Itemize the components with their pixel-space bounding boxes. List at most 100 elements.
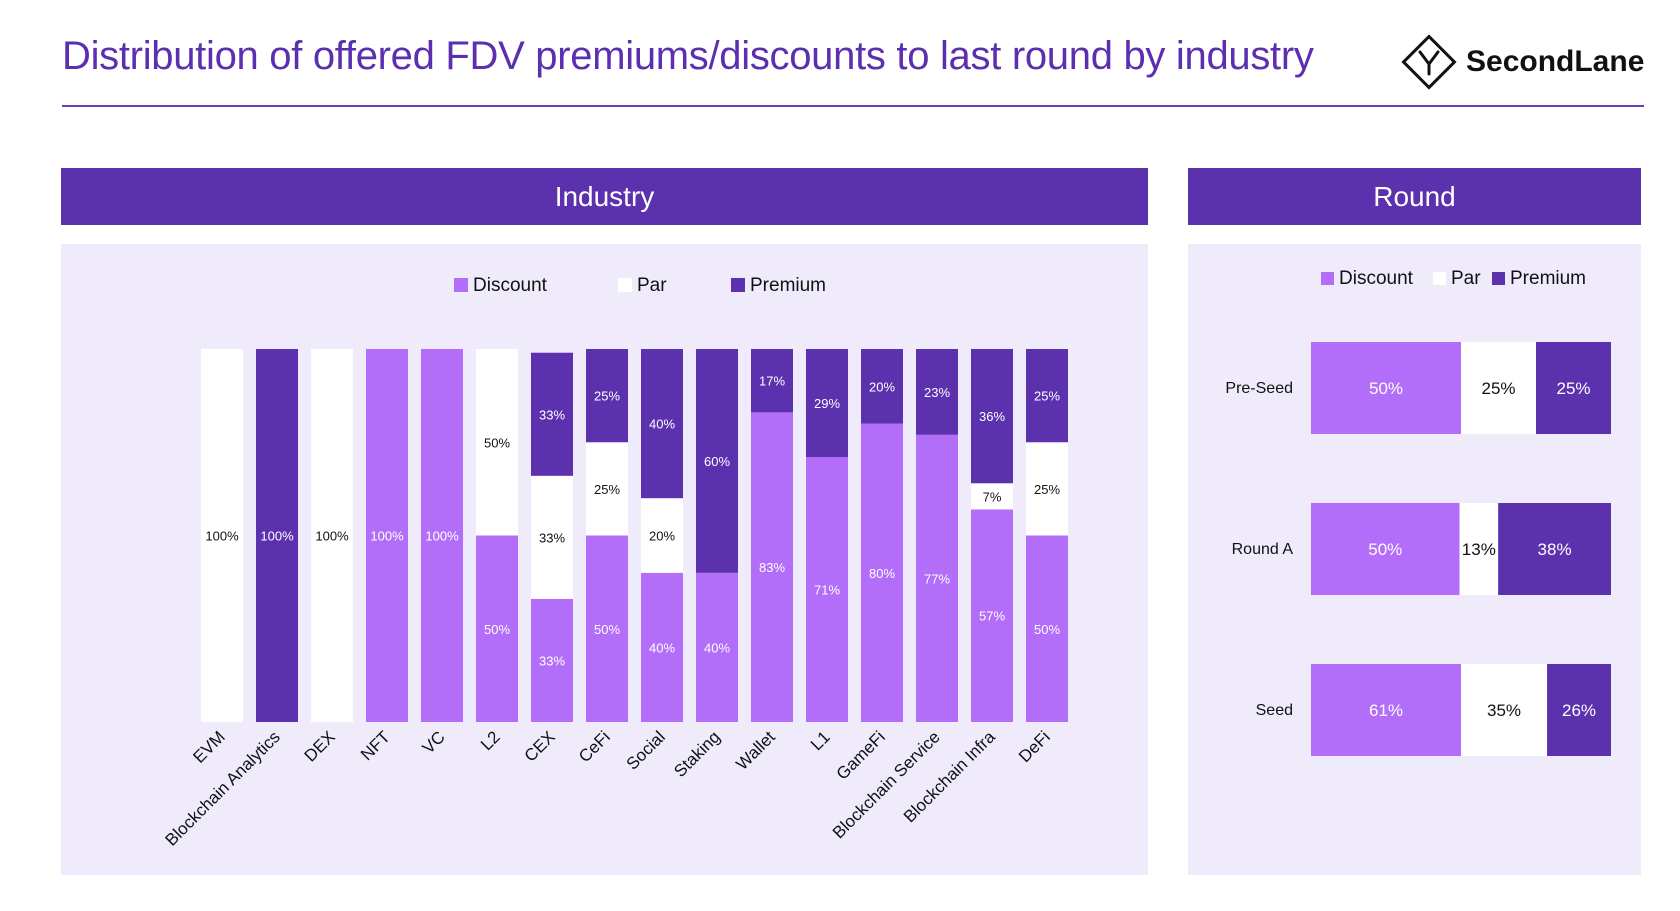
data-label-discount-l2: 50% [484, 622, 510, 637]
bar-par-evm [201, 349, 243, 722]
round-bar-discount-seed [1311, 664, 1461, 756]
data-label-discount-blockchain-infra: 57% [979, 609, 1005, 624]
bar-premium-cex [531, 352, 573, 476]
legend-swatch-discount [454, 278, 468, 292]
data-label-premium-wallet: 17% [759, 374, 785, 389]
round-bar-premium-pre-seed [1536, 342, 1611, 434]
x-tick-label-nft: NFT [357, 727, 394, 764]
legend-label-discount: Discount [473, 275, 548, 296]
bar-premium-blockchain-service [916, 349, 958, 435]
bar-par-defi [1026, 442, 1068, 536]
data-label-par-l2: 50% [484, 435, 510, 450]
bar-premium-wallet [751, 349, 793, 413]
round-data-label-premium-seed: 26% [1562, 701, 1596, 720]
x-tick-label-gamefi: GameFi [833, 727, 889, 783]
industry-panel-header: Industry [61, 168, 1148, 225]
round-legend-swatch-par [1433, 272, 1446, 285]
data-label-discount-defi: 50% [1034, 622, 1060, 637]
logo-text: SecondLane [1466, 45, 1645, 78]
data-label-premium-cefi: 25% [594, 389, 620, 404]
legend-label-par: Par [637, 275, 667, 296]
bar-premium-cefi [586, 349, 628, 443]
x-tick-label-vc: VC [419, 727, 449, 757]
data-label-discount-cex: 33% [539, 653, 565, 668]
round-bar-premium-seed [1547, 664, 1611, 756]
bar-par-social [641, 498, 683, 573]
y-tick-label-seed: Seed [1256, 702, 1293, 719]
bar-par-cefi [586, 442, 628, 536]
round-legend-swatch-discount [1321, 272, 1334, 285]
bar-discount-blockchain-infra [971, 509, 1013, 722]
data-label-premium-blockchain-analytics: 100% [260, 529, 294, 544]
data-label-discount-l1: 71% [814, 583, 840, 598]
data-label-discount-nft: 100% [370, 529, 404, 544]
round-data-label-par-round-a: 13% [1462, 540, 1496, 559]
data-label-discount-blockchain-service: 77% [924, 571, 950, 586]
data-label-par-evm: 100% [205, 529, 239, 544]
round-stacked-bar-chart: Discount Par Premium 50% 25% 25% Pre-Seed 50% 13… [1225, 268, 1611, 756]
industry-stacked-bar-chart: Discount Par Premium100%EVM100%Blockchain … [161, 275, 1068, 850]
data-label-premium-blockchain-infra: 36% [979, 409, 1005, 424]
data-label-discount-staking: 40% [704, 640, 730, 655]
data-label-discount-cefi: 50% [594, 622, 620, 637]
data-label-premium-l1: 29% [814, 396, 840, 411]
round-data-label-par-pre-seed: 25% [1481, 379, 1515, 398]
round-bar-par-round-a [1459, 503, 1499, 595]
round-data-label-discount-pre-seed: 50% [1369, 379, 1403, 398]
data-label-par-cefi: 25% [594, 482, 620, 497]
x-tick-label-evm: EVM [189, 727, 228, 766]
bar-par-l2 [476, 349, 518, 536]
round-bar-discount-pre-seed [1311, 342, 1461, 434]
bar-discount-wallet [751, 412, 793, 722]
legend-swatch-par [618, 278, 632, 292]
bar-discount-blockchain-service [916, 434, 958, 722]
industry-chart-panel: Discount Par Premium 100% EVM 100% Blockchain … [61, 244, 1148, 875]
x-tick-label-wallet: Wallet [732, 727, 779, 774]
round-data-label-discount-round-a: 50% [1368, 540, 1402, 559]
round-legend-swatch-premium [1492, 272, 1505, 285]
data-label-premium-social: 40% [649, 417, 675, 432]
data-label-premium-blockchain-service: 23% [924, 385, 950, 400]
round-chart-panel: Discount Par Premium 50% 25% 25% Pre-Seed 50% 13… [1188, 244, 1641, 875]
page-title: Distribution of offered FDV premiums/dis… [62, 34, 1314, 78]
data-label-premium-defi: 25% [1034, 389, 1060, 404]
data-label-par-dex: 100% [315, 529, 349, 544]
y-tick-label-round-a: Round A [1232, 541, 1294, 558]
bar-discount-gamefi [861, 423, 903, 722]
x-tick-label-defi: DeFi [1015, 727, 1054, 766]
bar-discount-staking [696, 572, 738, 722]
round-data-label-premium-round-a: 38% [1538, 540, 1572, 559]
x-tick-label-staking: Staking [670, 727, 724, 781]
round-legend-label-discount: Discount [1339, 268, 1414, 289]
x-tick-label-l1: L1 [807, 727, 834, 754]
y-tick-label-pre-seed: Pre-Seed [1225, 380, 1293, 397]
x-tick-label-cefi: CeFi [575, 727, 614, 766]
x-tick-label-cex: CEX [521, 727, 559, 765]
bar-premium-l1 [806, 349, 848, 458]
round-legend-label-par: Par [1451, 268, 1481, 289]
legend-swatch-premium [731, 278, 745, 292]
data-label-premium-gamefi: 20% [869, 379, 895, 394]
secondlane-logo: SecondLane [1400, 30, 1644, 94]
data-label-discount-wallet: 83% [759, 560, 785, 575]
data-label-discount-social: 40% [649, 640, 675, 655]
round-data-label-discount-seed: 61% [1369, 701, 1403, 720]
bar-par-dex [311, 349, 353, 722]
bar-premium-blockchain-infra [971, 349, 1013, 484]
bar-premium-gamefi [861, 349, 903, 424]
data-label-par-cex: 33% [539, 530, 565, 545]
round-bar-discount-round-a [1311, 503, 1460, 595]
round-data-label-par-seed: 35% [1487, 701, 1521, 720]
round-bar-par-pre-seed [1461, 342, 1536, 434]
bar-discount-nft [366, 349, 408, 722]
diamond-y-logo-icon [1401, 34, 1457, 90]
x-tick-label-social: Social [623, 727, 669, 773]
round-panel-header: Round [1188, 168, 1641, 225]
bar-discount-l1 [806, 457, 848, 722]
x-tick-label-dex: DEX [301, 727, 339, 765]
round-data-label-premium-pre-seed: 25% [1556, 379, 1590, 398]
legend-label-premium: Premium [750, 275, 826, 296]
data-label-par-defi: 25% [1034, 482, 1060, 497]
data-label-premium-cex: 33% [539, 407, 565, 422]
round-bar-premium-round-a [1498, 503, 1611, 595]
